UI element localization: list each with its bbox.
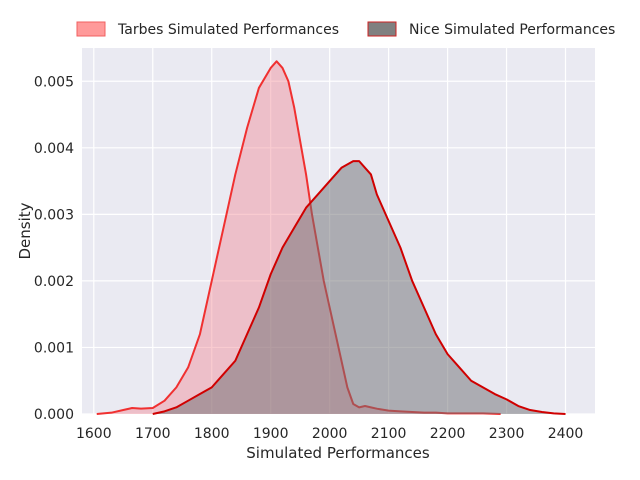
y-tick-label: 0.000 [34, 407, 74, 423]
x-tick-label: 1900 [253, 426, 289, 442]
x-tick-label: 2400 [548, 426, 584, 442]
x-axis-label: Simulated Performances [246, 444, 430, 462]
density-areas [96, 60, 566, 415]
x-tick-label: 1600 [76, 426, 112, 442]
density-area-nice [152, 161, 566, 414]
x-tick-labels: 1600 1700 1800 1900 2000 2100 2200 2300 2400 [76, 426, 583, 442]
x-tick-label: 1800 [194, 426, 230, 442]
legend-label-tarbes: Tarbes Simulated Performances [117, 22, 339, 38]
y-tick-label: 0.002 [34, 274, 74, 290]
x-tick-label: 2100 [371, 426, 407, 442]
y-tick-label: 0.004 [34, 141, 74, 157]
legend: Tarbes Simulated Performances Nice Simul… [76, 21, 615, 38]
density-line-nice [152, 160, 566, 415]
x-tick-label: 2000 [312, 426, 348, 442]
legend-swatch-nice [367, 21, 397, 37]
y-tick-labels: 0.000 0.001 0.002 0.003 0.004 0.005 [34, 74, 74, 423]
legend-swatch-tarbes [76, 21, 106, 37]
x-tick-label: 1700 [135, 426, 171, 442]
y-axis-label: Density [16, 202, 34, 259]
y-tick-label: 0.005 [34, 74, 74, 90]
x-tick-label: 2300 [489, 426, 525, 442]
x-tick-label: 2200 [430, 426, 466, 442]
legend-label-nice: Nice Simulated Performances [409, 22, 615, 38]
y-tick-label: 0.003 [34, 207, 74, 223]
y-tick-label: 0.001 [34, 340, 74, 356]
